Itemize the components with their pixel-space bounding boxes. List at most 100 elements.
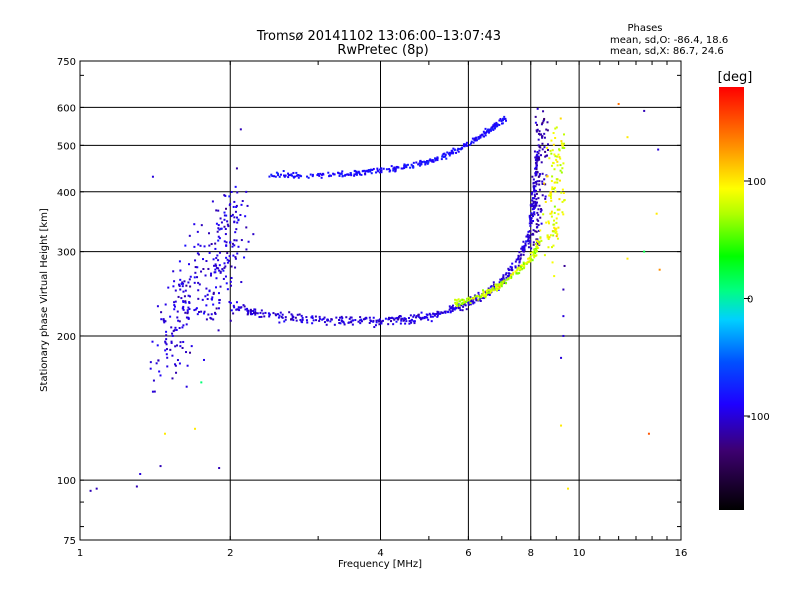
data-point <box>541 148 544 151</box>
data-point <box>554 136 557 139</box>
data-point <box>374 171 377 174</box>
data-point <box>151 390 154 393</box>
data-point <box>560 356 563 359</box>
data-point <box>497 284 500 287</box>
data-point <box>301 316 304 319</box>
data-point <box>537 219 540 222</box>
data-point <box>341 174 344 177</box>
data-point <box>153 390 156 393</box>
data-point <box>550 197 553 200</box>
data-point <box>200 381 203 384</box>
data-point <box>135 485 138 488</box>
data-point <box>417 313 420 316</box>
data-point <box>173 308 176 311</box>
data-point <box>249 311 252 314</box>
data-point <box>236 216 239 219</box>
data-point <box>531 215 534 218</box>
data-point <box>360 173 363 176</box>
data-point <box>234 257 237 260</box>
data-point <box>330 174 333 177</box>
data-point <box>174 363 177 366</box>
data-point <box>532 178 535 181</box>
data-point <box>538 180 541 183</box>
data-point <box>204 274 207 277</box>
data-point <box>283 175 286 178</box>
data-point <box>486 293 489 296</box>
data-point <box>183 295 186 298</box>
data-point <box>234 185 237 188</box>
data-point <box>235 205 238 208</box>
data-point <box>535 238 538 241</box>
data-point <box>219 285 222 288</box>
data-point <box>390 317 393 320</box>
data-point <box>245 190 248 193</box>
data-point <box>551 186 554 189</box>
data-point <box>181 285 184 288</box>
data-point <box>522 240 525 243</box>
x-tick-label: 16 <box>675 548 688 559</box>
data-point <box>542 110 545 113</box>
data-point <box>519 257 522 260</box>
data-point <box>219 270 222 273</box>
data-point <box>429 159 432 162</box>
data-point <box>217 292 220 295</box>
data-point <box>436 159 439 162</box>
data-point <box>470 299 473 302</box>
data-point <box>617 102 620 105</box>
data-point <box>562 162 565 165</box>
data-point <box>561 167 564 170</box>
data-point <box>318 174 321 177</box>
data-point <box>413 314 416 317</box>
data-point <box>432 312 435 315</box>
data-point <box>229 241 232 244</box>
data-point <box>387 316 390 319</box>
phase-stats-o: mean, sd,O: -86.4, 18.6 <box>610 35 728 46</box>
data-point <box>535 183 538 186</box>
data-point <box>375 321 378 324</box>
data-point <box>550 199 553 202</box>
data-point <box>164 320 167 323</box>
data-point <box>166 365 169 368</box>
data-point <box>453 308 456 311</box>
data-point <box>528 236 531 239</box>
data-point <box>379 171 382 174</box>
data-point <box>532 207 535 210</box>
data-point <box>325 323 328 326</box>
data-point <box>370 320 373 323</box>
data-point <box>529 219 532 222</box>
data-point <box>556 160 559 163</box>
data-point <box>498 286 501 289</box>
data-point <box>341 170 344 173</box>
data-point <box>194 308 197 311</box>
data-point <box>537 213 540 216</box>
data-point <box>382 167 385 170</box>
data-point <box>541 136 544 139</box>
data-point <box>176 359 179 362</box>
data-point <box>559 157 562 160</box>
data-point <box>232 205 235 208</box>
data-point <box>457 307 460 310</box>
data-point <box>155 362 158 365</box>
data-point <box>174 289 177 292</box>
data-point <box>531 199 534 202</box>
data-point <box>224 233 227 236</box>
data-point <box>550 164 553 167</box>
data-point <box>498 281 501 284</box>
data-point <box>454 301 457 304</box>
data-point <box>558 149 561 152</box>
data-point <box>554 228 557 231</box>
data-point <box>264 311 267 314</box>
data-point <box>210 243 213 246</box>
data-point <box>376 167 379 170</box>
data-point <box>495 123 498 126</box>
data-point <box>538 149 541 152</box>
data-point <box>534 185 537 188</box>
data-point <box>538 130 541 133</box>
data-point <box>510 275 513 278</box>
data-point <box>311 316 314 319</box>
data-point <box>539 216 542 219</box>
data-point <box>236 308 239 311</box>
data-point <box>225 256 228 259</box>
data-point <box>532 202 535 205</box>
y-tick-label: 100 <box>57 476 76 487</box>
